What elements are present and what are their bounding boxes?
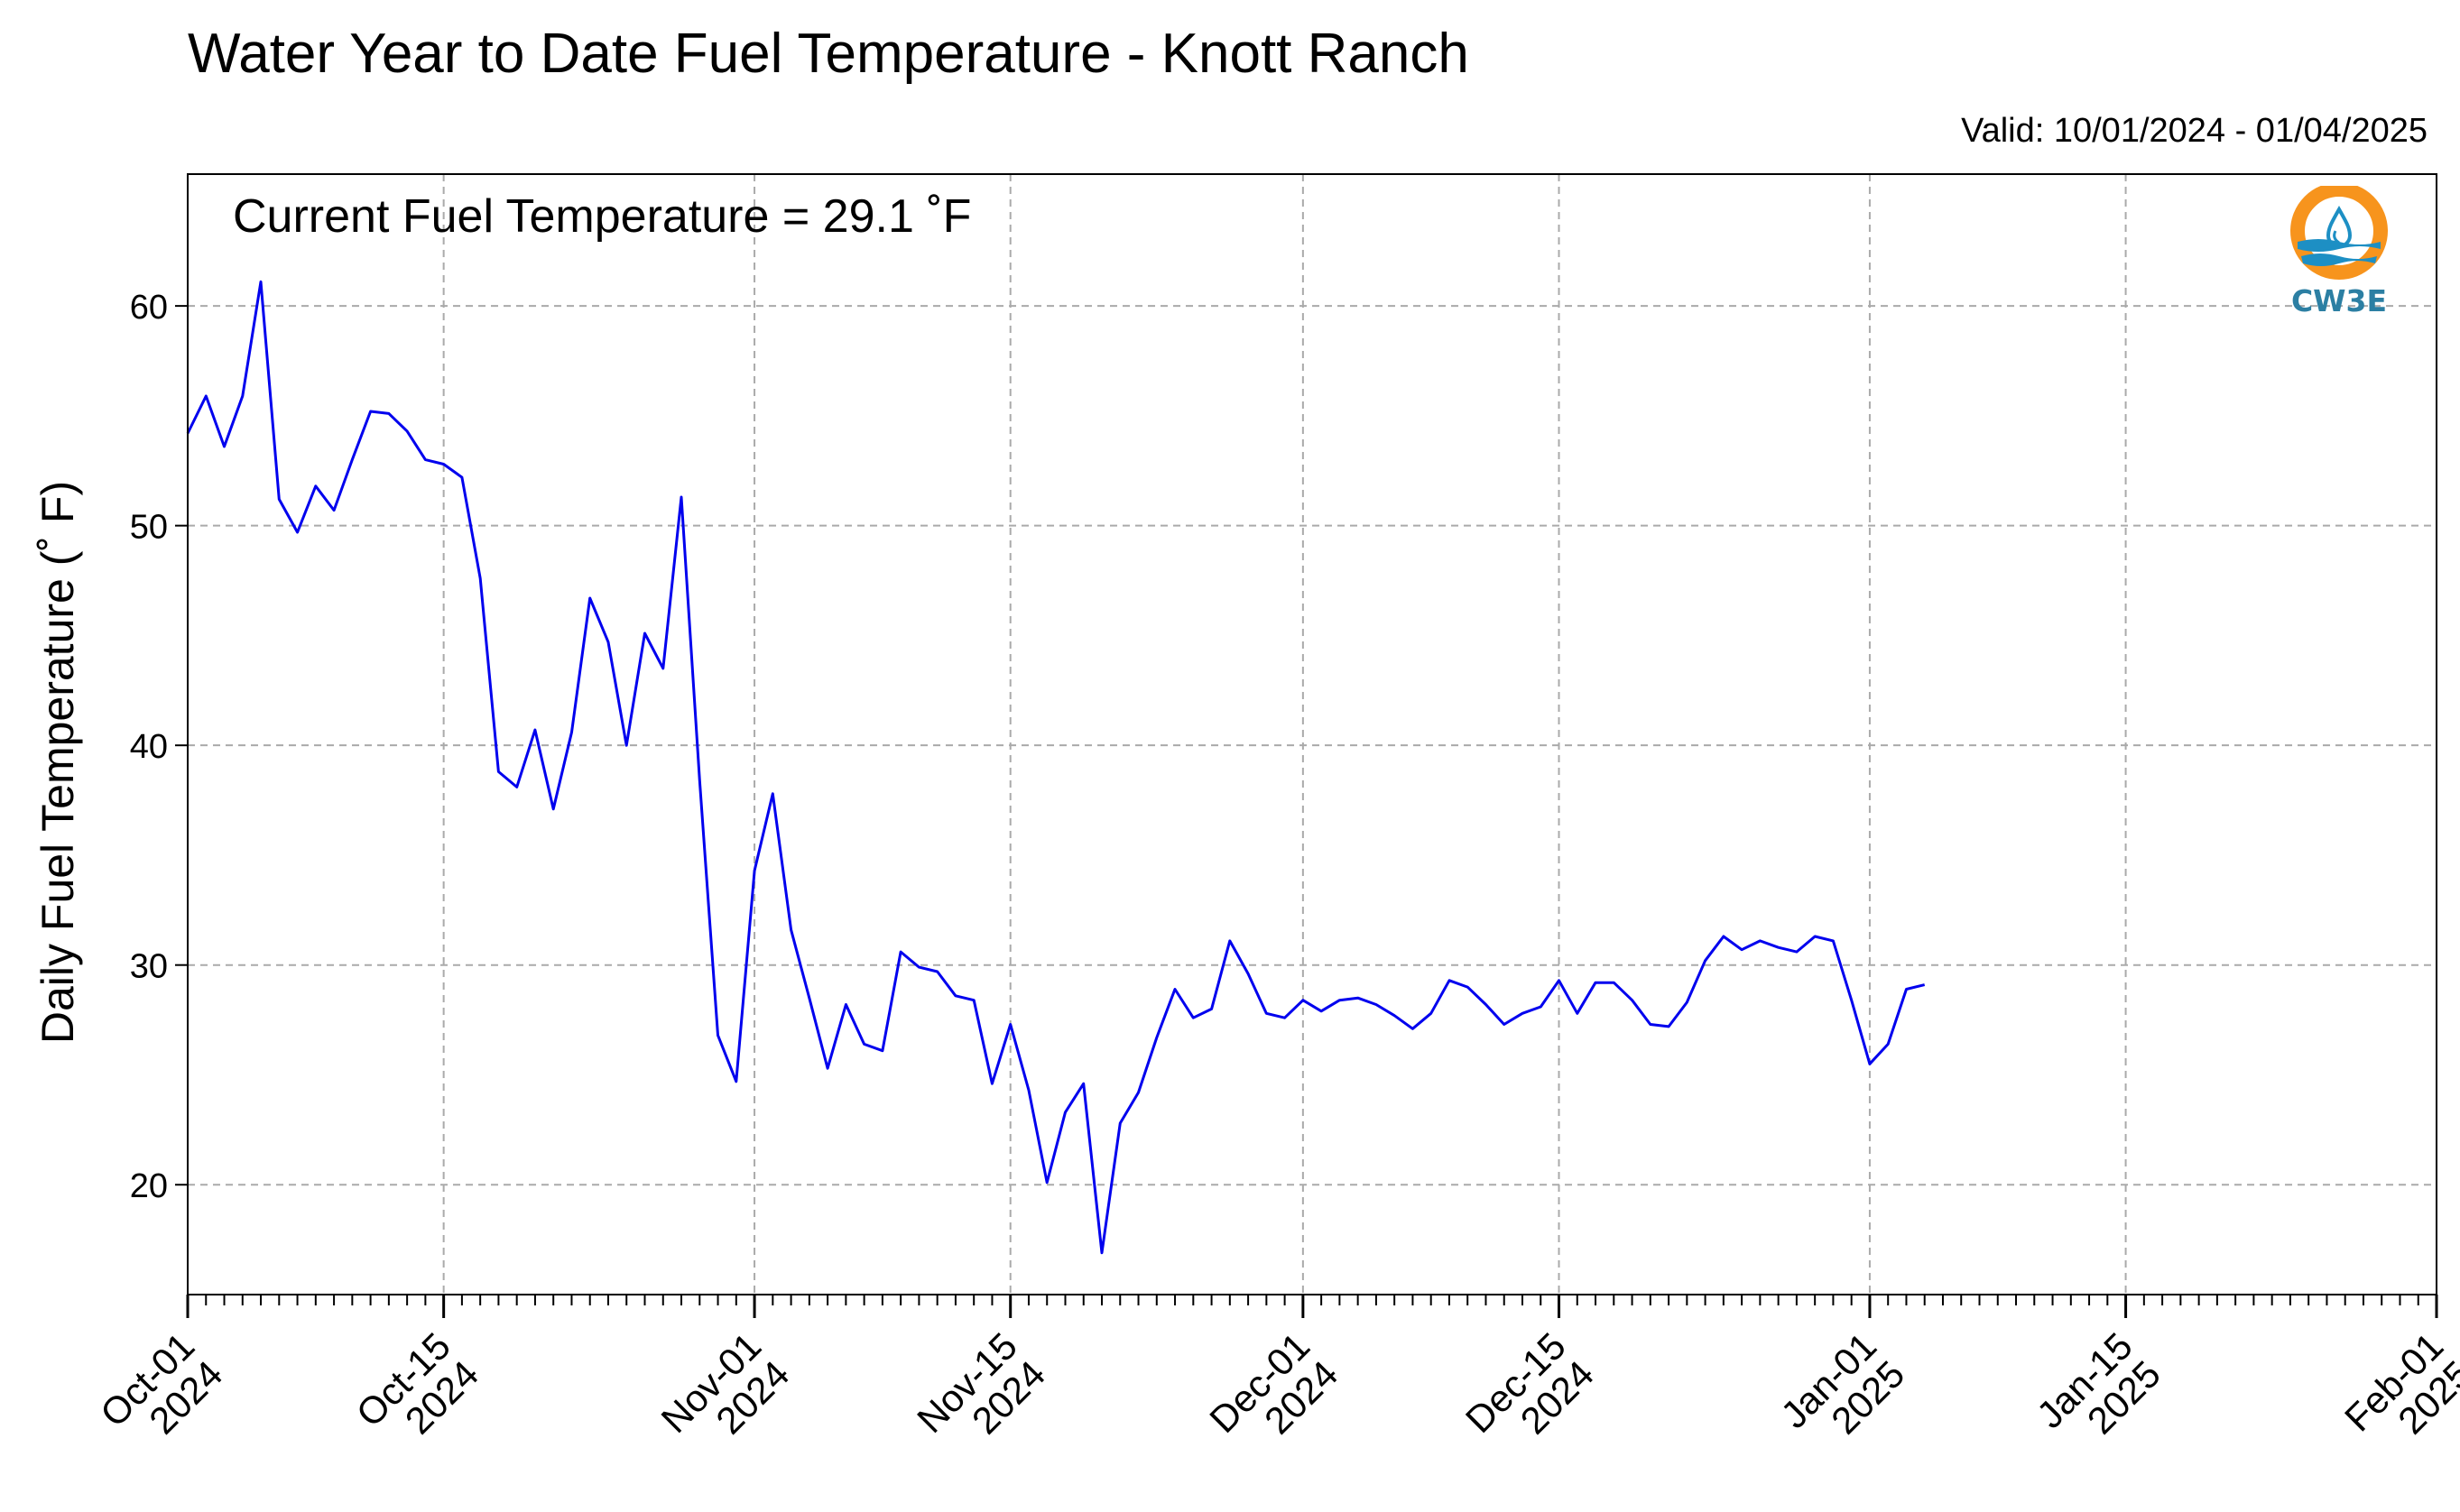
cw3e-logo-icon xyxy=(2290,182,2388,280)
fuel-temperature-line xyxy=(186,280,1926,1255)
y-axis-label: Daily Fuel Temperature (˚ F) xyxy=(32,480,83,1045)
y-tick-label: 50 xyxy=(130,509,168,547)
current-fuel-temperature: Current Fuel Temperature = 29.1 ˚F xyxy=(233,190,972,243)
cw3e-logo: CW3E xyxy=(2276,182,2402,318)
y-tick-label: 40 xyxy=(130,728,168,766)
y-tick-label: 60 xyxy=(130,289,168,327)
cw3e-logo-text: CW3E xyxy=(2290,283,2388,318)
grid-lines xyxy=(188,174,2437,1295)
valid-range: Valid: 10/01/2024 - 01/04/2025 xyxy=(1961,112,2428,150)
chart-title: Water Year to Date Fuel Temperature - Kn… xyxy=(188,23,1469,85)
y-tick-label: 20 xyxy=(130,1167,168,1205)
axis-ticks xyxy=(175,305,2438,1318)
y-tick-label: 30 xyxy=(130,948,168,986)
plot-frame xyxy=(187,173,2437,1295)
series-line-layer xyxy=(186,280,1926,1255)
